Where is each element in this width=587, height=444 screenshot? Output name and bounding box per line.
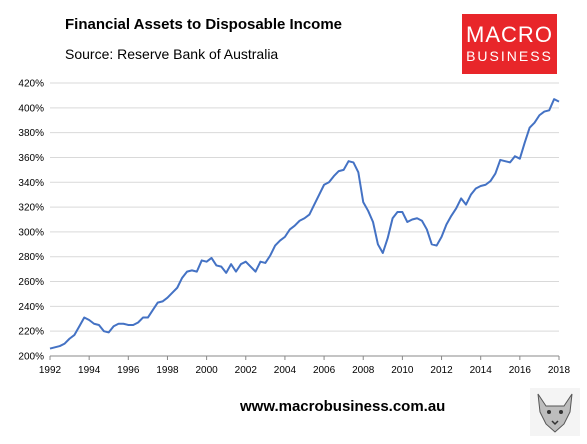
x-tick-label: 1998 <box>156 365 179 376</box>
y-tick-label: 240% <box>18 302 44 313</box>
x-tick-label: 2010 <box>391 365 414 376</box>
x-tick-label: 2002 <box>235 365 258 376</box>
x-tick-label: 1994 <box>78 365 101 376</box>
logo-line-2: BUSINESS <box>466 48 553 64</box>
x-tick-label: 2016 <box>509 365 532 376</box>
x-axis-ticks: 1992 1994 1996 1998 2000 2002 2004 2006 2008 2010… <box>39 356 571 376</box>
x-tick-label: 2018 <box>548 365 571 376</box>
y-tick-label: 260% <box>18 277 44 288</box>
x-tick-label: 2004 <box>274 365 297 376</box>
chart-gridlines <box>50 82 559 357</box>
x-tick-label: 1992 <box>39 365 62 376</box>
y-axis-ticks: 200% 220% 240% 260% 280% 300% 320% 340% 360% 380%… <box>18 79 44 363</box>
chart-title: Financial Assets to Disposable Income <box>65 16 343 33</box>
y-tick-label: 280% <box>18 252 44 263</box>
x-tick-label: 2008 <box>352 365 375 376</box>
y-tick-label: 420% <box>18 79 44 90</box>
x-tick-label: 2014 <box>470 365 493 376</box>
logo-line-1: MACRO <box>466 22 553 47</box>
series-line <box>49 98 560 350</box>
y-tick-label: 360% <box>18 153 44 164</box>
x-tick-label: 2012 <box>430 365 453 376</box>
chart-source: Source: Reserve Bank of Australia <box>65 46 279 62</box>
x-tick-label: 1996 <box>117 365 140 376</box>
macrobusiness-logo: MACRO BUSINESS <box>462 14 557 74</box>
footer-url: www.macrobusiness.com.au <box>240 398 446 415</box>
y-tick-label: 200% <box>18 352 44 363</box>
y-tick-label: 300% <box>18 227 44 238</box>
y-tick-label: 400% <box>18 103 44 114</box>
y-tick-label: 380% <box>18 128 44 139</box>
wolf-icon <box>530 388 580 436</box>
y-tick-label: 220% <box>18 327 44 338</box>
y-tick-label: 320% <box>18 203 44 214</box>
x-tick-label: 2006 <box>313 365 336 376</box>
y-tick-label: 340% <box>18 178 44 189</box>
x-tick-label: 2000 <box>195 365 218 376</box>
